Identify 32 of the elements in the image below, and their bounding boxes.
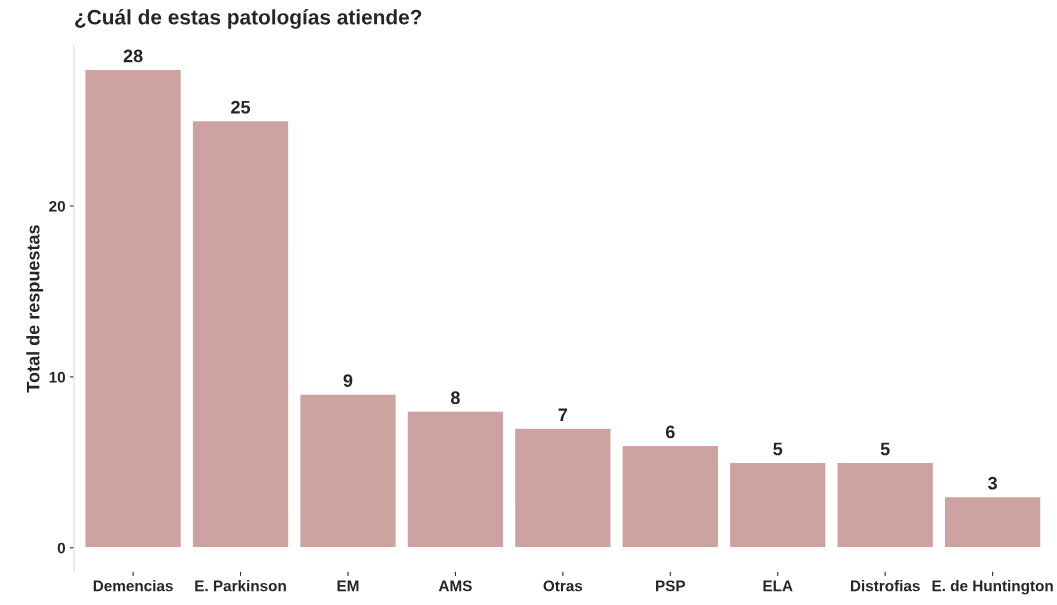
x-tick-label: E. de Huntington [932,580,1053,595]
y-tick-label: 20 [49,200,66,212]
data-label: 5 [773,442,783,456]
x-tick-label: AMS [438,580,472,592]
bar [728,461,827,549]
y-tick-label: 10 [49,371,66,383]
bar [191,119,290,549]
data-label: 5 [880,442,890,456]
bar [406,410,505,549]
bar [298,393,398,549]
bar [943,495,1042,549]
y-axis-title: Total de respuestas [26,225,44,393]
x-tick-label: ELA [763,580,793,592]
x-tick-label: Distrofias [850,580,920,592]
x-tick-label: Demencias [93,580,173,592]
x-tick-label: EM [337,580,359,592]
y-tick-label: 0 [57,542,66,554]
data-label: 28 [123,49,143,63]
data-label: 9 [343,374,353,388]
bar [836,461,935,549]
x-tick-label: Otras [543,580,583,592]
bar [84,68,183,549]
x-tick-label: E. Parkinson [195,580,286,592]
bar [513,427,612,549]
data-label: 6 [665,425,675,439]
data-label: 25 [231,100,251,114]
x-tick-label: PSP [656,580,686,592]
bar [621,444,720,549]
data-label: 7 [558,408,568,422]
chart-title: ¿Cuál de estas patologías atiende? [75,9,422,29]
data-label: 3 [988,476,997,490]
data-label: 8 [450,391,460,405]
